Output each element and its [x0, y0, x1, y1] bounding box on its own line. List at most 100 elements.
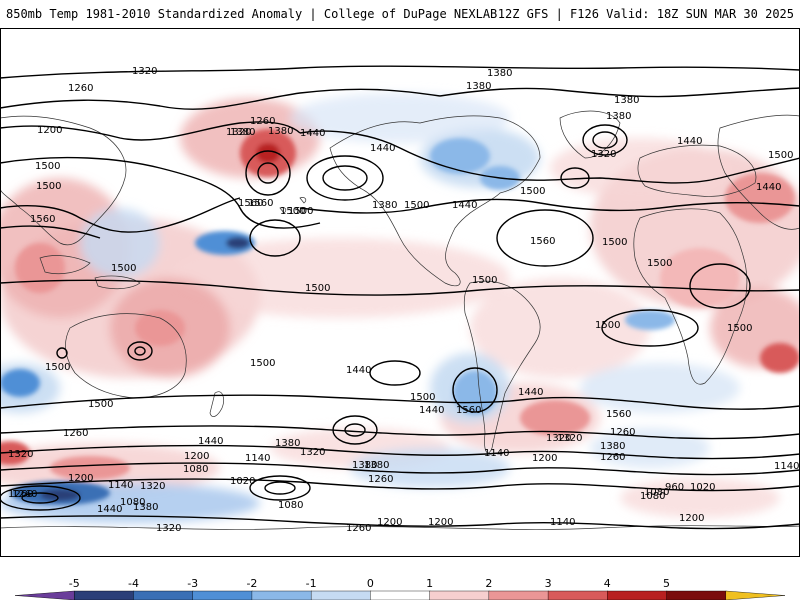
colorbar-swatch [370, 590, 431, 600]
contour-label: 1200 [428, 517, 453, 528]
contour-label: 1080 [278, 500, 303, 511]
contour-label: 1260 [8, 489, 33, 500]
contour-label: 1200 [184, 451, 209, 462]
contour-label: 1500 [520, 186, 545, 197]
colorbar-swatch [607, 590, 668, 600]
contour-label: 1500 [602, 237, 627, 248]
contour-label: 1260 [346, 523, 371, 534]
contour-label: 1500 [111, 263, 136, 274]
colorbar-swatch [74, 590, 135, 600]
contour-label: 1320 [300, 447, 325, 458]
contour-label: 1440 [97, 504, 122, 515]
contour-label: 1440 [370, 143, 395, 154]
contour-label: 1440 [518, 387, 543, 398]
contour-label: 1500 [45, 362, 70, 373]
contour-label: 1560 [456, 405, 481, 416]
colorbar-swatch [251, 590, 312, 600]
contour-label: 1380 [352, 460, 377, 471]
contour-label: 1380 [600, 441, 625, 452]
map-canvas: 1320 1260 1200 1380 1560 1500 1500 1560 … [0, 28, 800, 557]
contour-label: 1380 [372, 200, 397, 211]
colorbar-tick-label: -2 [246, 577, 258, 590]
colorbar-swatch [429, 590, 490, 600]
contour-label: 1080 [640, 491, 665, 502]
contour-label: 1500 [404, 200, 429, 211]
header: 850mb Temp 1981-2010 Standardized Anomal… [0, 0, 800, 28]
contour-label: 1440 [756, 182, 781, 193]
contour-label: 1260 [63, 428, 88, 439]
contour-label: 1260 [68, 83, 93, 94]
colorbar-tick-label: 5 [663, 577, 671, 590]
colorbar-tick-label: -1 [305, 577, 317, 590]
contour-label: 1320 [156, 523, 181, 534]
contour-label: 1320 [557, 433, 582, 444]
contour-label: 1260 [250, 116, 275, 127]
colorbar-swatch [666, 590, 727, 600]
colorbar-swatch [133, 590, 194, 600]
contour-label: 1440 [346, 365, 371, 376]
contour-label: 1500 [36, 181, 61, 192]
contour-label: 1140 [550, 517, 575, 528]
contour-label: 1140 [484, 448, 509, 459]
contour-label: 1500 [647, 258, 672, 269]
contour-label: 1380 [275, 438, 300, 449]
contour-label: 1320 [8, 449, 33, 460]
contour-label: 1500 [280, 206, 305, 217]
contour-label: 1380 [230, 127, 255, 138]
contour-label: 1020 [690, 482, 715, 493]
contour-label: 1500 [250, 358, 275, 369]
contour-label: 1500 [768, 150, 793, 161]
contour-label: 1380 [614, 95, 639, 106]
colorbar-tick-label: 4 [603, 577, 611, 590]
contour-label: 1140 [108, 480, 133, 491]
anomaly-map: 1320 1260 1200 1380 1560 1500 1500 1560 … [0, 28, 800, 557]
contour-label: 1320 [591, 149, 616, 160]
contour-label: 1200 [377, 517, 402, 528]
contour-label: 1260 [610, 427, 635, 438]
contour-label: 1440 [677, 136, 702, 147]
colorbar-swatch [14, 590, 75, 600]
contour-label: 1440 [198, 436, 223, 447]
colorbar-swatch [488, 590, 549, 600]
contour-label: 1500 [727, 323, 752, 334]
colorbar-tick-label: 3 [544, 577, 552, 590]
contour-label: 1380 [466, 81, 491, 92]
colorbar: -5 -4 -3 -2 -1 0 1 2 3 4 5 [0, 557, 800, 600]
colorbar-tick-label: -4 [127, 577, 139, 590]
colorbar-swatch [310, 590, 372, 600]
contour-label: 1200 [532, 453, 557, 464]
contour-label: 1380 [606, 111, 631, 122]
contour-label: 1320 [226, 127, 251, 138]
colorbar-tick-label: 0 [366, 577, 374, 590]
contour-label: 1080 [644, 487, 669, 498]
contour-label: 1320 [140, 481, 165, 492]
contour-label: 1140 [774, 461, 799, 472]
contour-label: 1020 [230, 476, 255, 487]
contour-label: 1500 [305, 283, 330, 294]
contour-label: 1500 [88, 399, 113, 410]
contour-label: 1140 [245, 453, 270, 464]
contour-label: 1500 [595, 320, 620, 331]
contour-label: 1560 [238, 198, 263, 209]
contour-label: 1560 [606, 409, 631, 420]
colorbar-tick-label: 1 [426, 577, 434, 590]
height-contours [0, 65, 800, 530]
colorbar-swatch [725, 590, 786, 600]
contour-label: 1200 [37, 125, 62, 136]
colorbar-tick-label: -5 [68, 577, 80, 590]
contour-label: 1080 [120, 497, 145, 508]
contour-label: 1320 [546, 433, 571, 444]
contour-label: 1260 [12, 489, 37, 500]
contour-label: 1320 [132, 66, 157, 77]
contour-label: 1560 [30, 214, 55, 225]
colorbar-swatches [14, 590, 786, 600]
model-run-info: 12Z GFS | F126 Valid: 18Z SUN MAR 30 202… [497, 7, 794, 21]
contour-label: 1500 [410, 392, 435, 403]
colorbar-tick-label: 2 [485, 577, 493, 590]
contour-label: 1380 [487, 68, 512, 79]
contour-label: 1200 [68, 473, 93, 484]
colorbar-tick-label: -3 [187, 577, 199, 590]
anomaly-strong [0, 129, 800, 505]
colorbar-swatch [547, 590, 609, 600]
colorbar-swatch [192, 590, 253, 600]
